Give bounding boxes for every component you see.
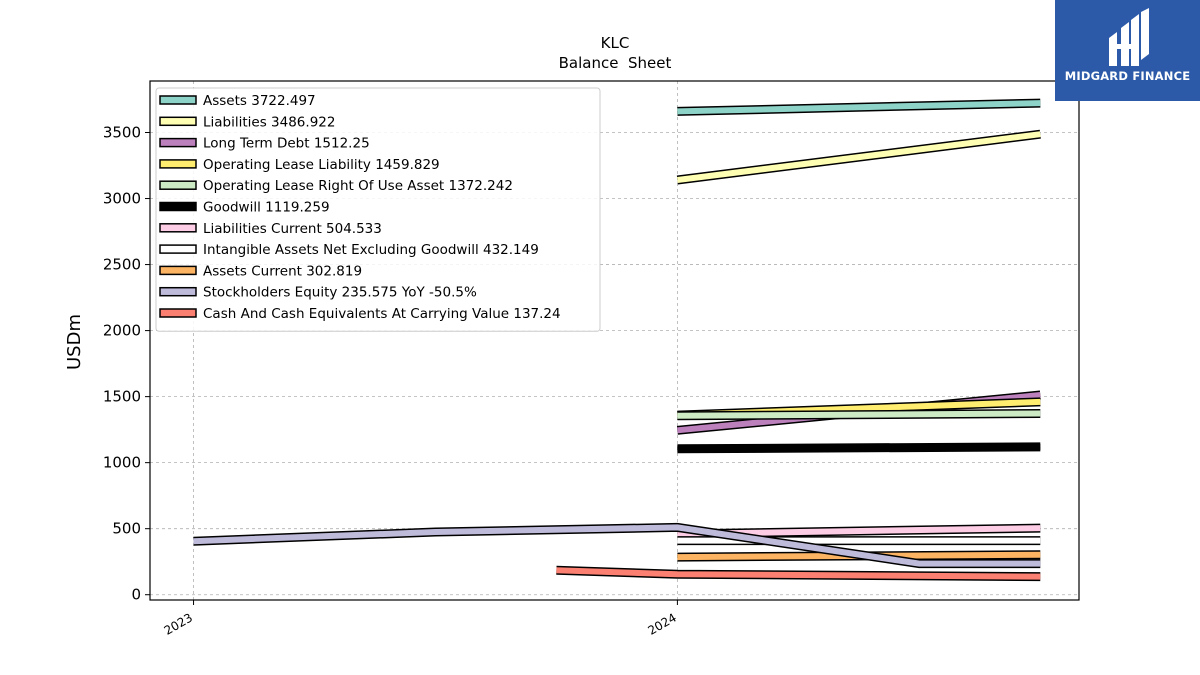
midgard-logo-icon xyxy=(1109,8,1149,66)
legend-item: Long Term Debt 1512.25 xyxy=(159,136,370,152)
legend-label: Liabilities 3486.922 xyxy=(203,114,335,130)
x-tick-label: 2024 xyxy=(645,610,678,637)
legend-label: Operating Lease Liability 1459.829 xyxy=(203,157,440,173)
y-tick-label: 1000 xyxy=(103,454,141,472)
legend-item: Liabilities Current 504.533 xyxy=(159,221,382,237)
legend-label: Assets Current 302.819 xyxy=(203,263,362,279)
y-axis-label: USDm xyxy=(64,314,85,370)
legend-frame xyxy=(155,87,601,332)
legend-swatch xyxy=(159,244,197,254)
series-stockholders-equity xyxy=(193,522,1041,569)
legend-item: Intangible Assets Net Excluding Goodwill… xyxy=(159,242,539,258)
legend-swatch xyxy=(159,95,197,105)
legend-swatch xyxy=(159,308,197,318)
legend-swatch xyxy=(159,201,197,212)
legend-label: Cash And Cash Equivalents At Carrying Va… xyxy=(203,306,561,322)
series-liabilities xyxy=(676,129,1041,185)
series-line xyxy=(677,131,1041,183)
legend-item: Goodwill 1119.259 xyxy=(159,200,330,216)
series-cash-and-cash-equivalents-at-carrying-value xyxy=(556,565,1041,582)
legend-item: Operating Lease Liability 1459.829 xyxy=(159,157,440,173)
legend-item: Assets Current 302.819 xyxy=(159,263,362,279)
legend-item: Stockholders Equity 235.575 YoY -50.5% xyxy=(159,285,477,301)
y-tick-label: 500 xyxy=(112,520,141,538)
legend-item: Liabilities 3486.922 xyxy=(159,114,335,130)
y-tick-label: 0 xyxy=(131,586,141,604)
legend-swatch xyxy=(159,116,197,127)
legend-label: Long Term Debt 1512.25 xyxy=(203,136,370,152)
series-assets xyxy=(677,98,1041,116)
legend-label: Assets 3722.497 xyxy=(203,93,316,109)
y-tick-label: 3500 xyxy=(103,124,141,142)
plot-area-frame xyxy=(149,80,1080,601)
series-line xyxy=(677,443,1041,452)
y-tick-label: 2500 xyxy=(103,256,141,274)
legend-label: Stockholders Equity 235.575 YoY -50.5% xyxy=(203,285,477,301)
series-operating-lease-right-of-use-asset xyxy=(677,409,1041,421)
brand-logo: MIDGARD FINANCE xyxy=(1055,0,1200,101)
brand-name: MIDGARD FINANCE xyxy=(1064,69,1191,83)
y-tick-label: 1500 xyxy=(103,388,141,406)
legend-item: Cash And Cash Equivalents At Carrying Va… xyxy=(159,306,561,322)
y-tick-label: 2000 xyxy=(103,322,141,340)
legend: Assets 3722.497 Liabilities 3486.922 Long … xyxy=(155,87,601,332)
legend-swatch xyxy=(159,159,197,169)
axis-ticks: 0 500 1000 1500 2000 2500 3000 3500 2023 2024 xyxy=(103,124,679,638)
series-line xyxy=(193,524,1041,567)
chart-title: KLC xyxy=(601,34,630,52)
legend-label: Intangible Assets Net Excluding Goodwill… xyxy=(203,242,539,258)
legend-swatch xyxy=(159,286,197,297)
series-line xyxy=(556,567,1041,580)
series-line xyxy=(677,100,1041,115)
legend-swatch xyxy=(159,265,197,276)
legend-label: Operating Lease Right Of Use Asset 1372.… xyxy=(203,178,513,194)
legend-label: Goodwill 1119.259 xyxy=(203,200,330,216)
series-lines xyxy=(193,98,1041,582)
legend-item: Assets 3722.497 xyxy=(159,93,316,109)
x-tick-label: 2023 xyxy=(162,610,195,637)
legend-swatch xyxy=(159,223,197,233)
series-line xyxy=(677,410,1041,419)
chart-subtitle: Balance Sheet xyxy=(559,54,672,72)
legend-swatch xyxy=(159,180,197,190)
legend-item: Operating Lease Right Of Use Asset 1372.… xyxy=(159,178,513,194)
legend-swatch xyxy=(159,137,197,148)
series-goodwill xyxy=(677,442,1041,454)
y-tick-label: 3000 xyxy=(103,190,141,208)
legend-label: Liabilities Current 504.533 xyxy=(203,221,382,237)
